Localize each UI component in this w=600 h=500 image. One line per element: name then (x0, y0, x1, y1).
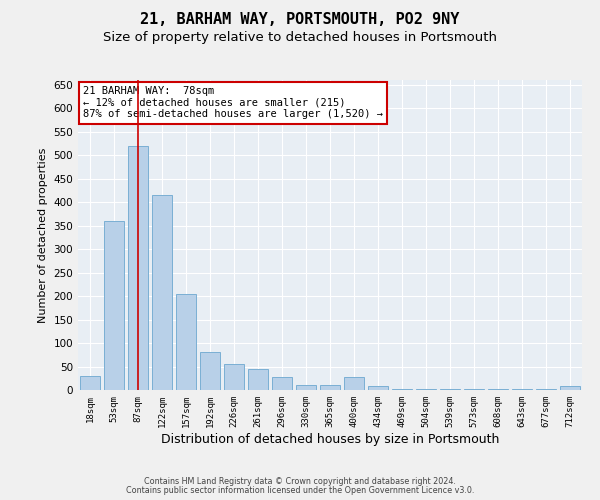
Bar (512, 388, 532, 390)
Bar (248, 369, 268, 390)
Bar (440, 388, 460, 390)
Bar (320, 386, 340, 390)
Bar (200, 352, 220, 390)
Text: Size of property relative to detached houses in Portsmouth: Size of property relative to detached ho… (103, 31, 497, 44)
Bar (560, 386, 580, 390)
Bar (488, 388, 508, 390)
Bar (104, 221, 124, 390)
Text: 21, BARHAM WAY, PORTSMOUTH, PO2 9NY: 21, BARHAM WAY, PORTSMOUTH, PO2 9NY (140, 12, 460, 28)
Bar (176, 294, 196, 390)
Bar (128, 146, 148, 390)
Bar (272, 377, 292, 390)
Y-axis label: Number of detached properties: Number of detached properties (38, 148, 48, 322)
Text: 21 BARHAM WAY:  78sqm
← 12% of detached houses are smaller (215)
87% of semi-det: 21 BARHAM WAY: 78sqm ← 12% of detached h… (83, 86, 383, 120)
Bar (416, 388, 436, 390)
Bar (536, 388, 556, 390)
Bar (464, 388, 484, 390)
Bar (392, 388, 412, 390)
Bar (296, 386, 316, 390)
Bar (368, 386, 388, 390)
Bar (152, 195, 172, 390)
X-axis label: Distribution of detached houses by size in Portsmouth: Distribution of detached houses by size … (161, 432, 499, 446)
Text: Contains HM Land Registry data © Crown copyright and database right 2024.: Contains HM Land Registry data © Crown c… (144, 477, 456, 486)
Bar (344, 377, 364, 390)
Bar (80, 376, 100, 390)
Text: Contains public sector information licensed under the Open Government Licence v3: Contains public sector information licen… (126, 486, 474, 495)
Bar (224, 364, 244, 390)
